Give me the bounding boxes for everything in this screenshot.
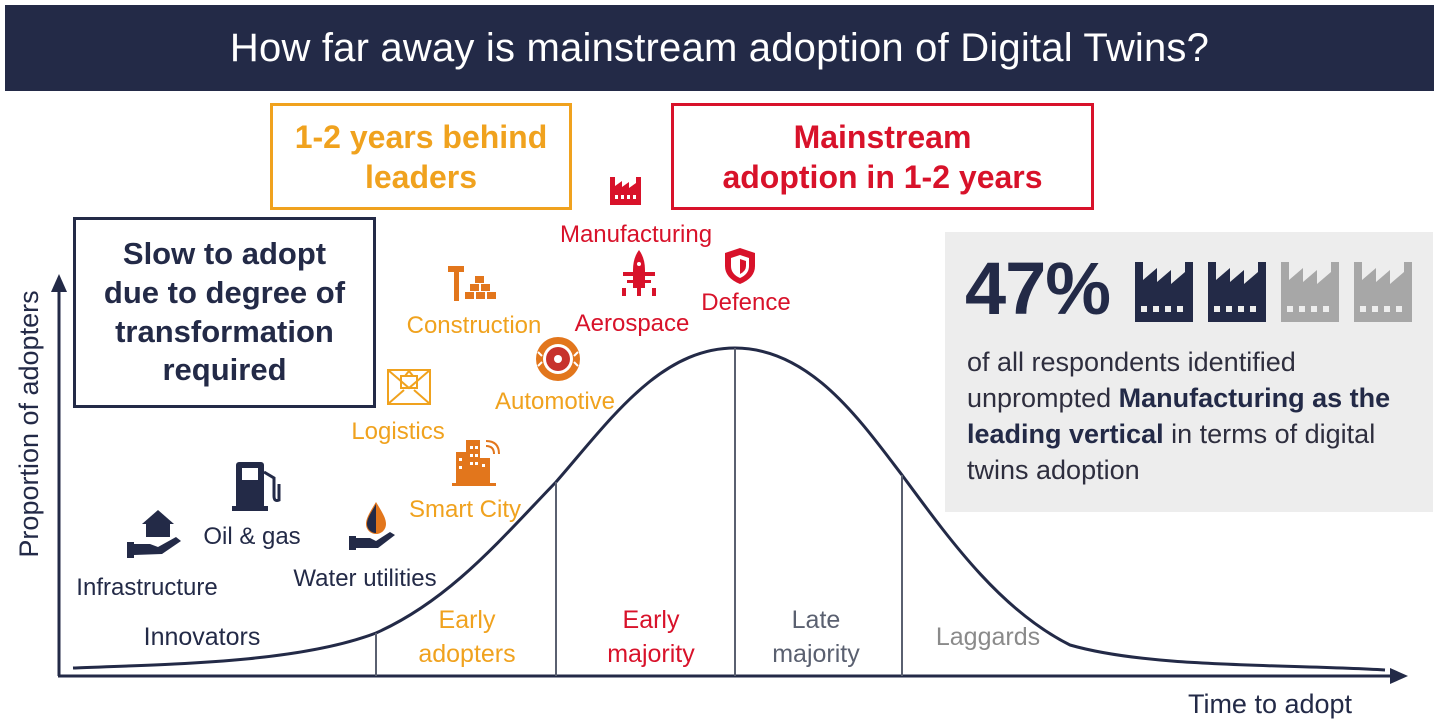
infrastructure-icon — [127, 510, 181, 558]
page-title: How far away is mainstream adoption of D… — [5, 5, 1434, 91]
slow-line-3: transformation — [115, 313, 334, 349]
stat-description: of all respondents identified unprompted… — [967, 345, 1437, 489]
stat-text-1: of all respondents identified unprompted — [967, 347, 1296, 413]
segment-early-majority-1: Early — [623, 606, 680, 634]
y-axis-label: Proportion of adopters — [14, 290, 44, 557]
industry-logistics: Logistics — [351, 418, 444, 445]
industry-oil-gas: Oil & gas — [203, 523, 300, 550]
water-drop-icon — [349, 502, 395, 550]
mainstream-callout: Mainstream adoption in 1-2 years — [671, 103, 1094, 210]
manufacturing-factory-icon — [610, 177, 641, 205]
fuel-pump-icon — [232, 462, 281, 511]
shield-icon — [725, 248, 755, 284]
y-axis-arrow — [51, 274, 67, 292]
behind-leaders-callout: 1-2 years behind leaders — [270, 103, 572, 210]
smart-city-icon — [452, 440, 500, 486]
segment-early-adopters-2: adopters — [418, 640, 515, 668]
slow-line-4: required — [162, 352, 287, 388]
slow-line-1: Slow to adopt — [122, 236, 327, 271]
industry-manufacturing: Manufacturing — [560, 221, 712, 248]
industry-automotive: Automotive — [495, 388, 615, 415]
segment-early-majority-2: majority — [607, 640, 695, 668]
segment-laggards: Laggards — [936, 623, 1040, 651]
mainstream-line-2: adoption in 1-2 years — [722, 158, 1043, 195]
envelope-icon — [387, 369, 431, 405]
x-axis-label: Time to adopt — [1188, 689, 1353, 719]
segment-innovators: Innovators — [144, 623, 261, 651]
slow-to-adopt-callout: Slow to adopt due to degree of transform… — [73, 217, 376, 408]
segment-late-majority-2: majority — [772, 640, 860, 668]
wheel-icon — [536, 337, 580, 381]
industry-water-utilities: Water utilities — [293, 565, 436, 592]
stat-text-bold: Manufacturing as the leading vertical — [967, 382, 1391, 449]
industry-aerospace: Aerospace — [575, 310, 690, 337]
stat-percent: 47% — [965, 247, 1111, 330]
rocket-icon — [622, 250, 656, 296]
industry-construction: Construction — [407, 312, 542, 339]
behind-leaders-line-1: 1-2 years behind — [294, 118, 548, 155]
segment-late-majority-1: Late — [792, 606, 841, 634]
stat-text-2: in terms of digital twins adoption — [967, 418, 1376, 485]
industry-infrastructure: Infrastructure — [76, 574, 217, 601]
behind-leaders-line-2: leaders — [364, 158, 478, 195]
segment-early-adopters-1: Early — [439, 606, 496, 634]
mainstream-line-1: Mainstream — [793, 118, 972, 155]
construction-icon — [448, 266, 496, 301]
x-axis-arrow — [1390, 668, 1408, 684]
bell-curve — [72, 346, 1386, 672]
stat-panel: 47% of all respondents identified unprom… — [945, 232, 1433, 512]
industry-smart-city: Smart City — [409, 496, 521, 523]
industry-defence: Defence — [701, 289, 790, 316]
slow-line-2: due to degree of — [103, 274, 346, 310]
